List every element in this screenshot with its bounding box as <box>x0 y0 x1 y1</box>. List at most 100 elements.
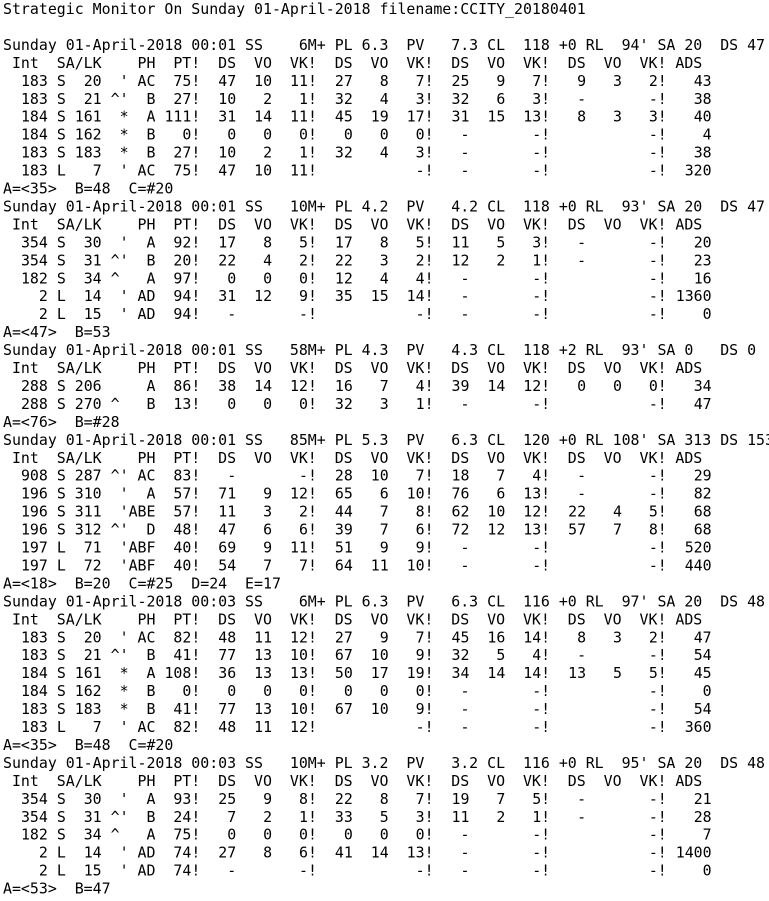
table-cell: 11 <box>452 233 470 251</box>
table-cell: S <box>57 682 66 700</box>
table-cell: -! <box>649 162 667 180</box>
table-cell: 22 <box>568 503 586 521</box>
table-cell: 41! <box>173 646 200 664</box>
table-cell: 8 <box>263 844 272 862</box>
table-cell: 10 <box>254 72 272 90</box>
table-cell: 6 <box>380 485 389 503</box>
table-cell: 7 <box>496 467 505 485</box>
table-cell: ' <box>120 808 129 826</box>
table-cell: S <box>57 503 66 521</box>
table-cell: -! <box>649 826 667 844</box>
table-cell: 196 <box>21 503 48 521</box>
table-cell: - <box>460 162 469 180</box>
table-cell: 21 <box>694 790 712 808</box>
table-cell: - <box>460 144 469 162</box>
table-cell: B <box>147 682 156 700</box>
table-cell: -! <box>532 556 550 574</box>
table-cell: ^ <box>111 646 120 664</box>
table-cell: - <box>460 682 469 700</box>
table-cell: 1! <box>416 395 434 413</box>
table-cell: 27 <box>335 628 353 646</box>
table-cell: 312 <box>75 521 102 539</box>
table-cell: L <box>57 162 66 180</box>
table-cell: 2 <box>39 862 48 880</box>
table-cell: -! <box>649 682 667 700</box>
table-cell: 908 <box>21 467 48 485</box>
table-cell: S <box>57 90 66 108</box>
table-cell: 0! <box>182 682 200 700</box>
table-cell: 27! <box>173 90 200 108</box>
table-cell: 13 <box>568 664 586 682</box>
table-cell: 9 <box>263 485 272 503</box>
table-cell: 10! <box>290 646 317 664</box>
table-cell: 9 <box>380 539 389 557</box>
table-cell: 320 <box>685 162 712 180</box>
table-cell: 27 <box>335 72 353 90</box>
table-cell: * <box>120 108 129 126</box>
table-cell: 38 <box>694 144 712 162</box>
table-cell: 0 <box>263 826 272 844</box>
table-cell: 6 <box>496 90 505 108</box>
table-cell: 4! <box>532 467 550 485</box>
table-cell: 108! <box>164 664 200 682</box>
table-cell: 62 <box>452 503 470 521</box>
table-cell: 1400 <box>676 844 712 862</box>
table-cell: 1! <box>299 144 317 162</box>
table-cell: 2 <box>496 808 505 826</box>
table-cell: 0! <box>416 682 434 700</box>
table-cell: 10 <box>218 144 236 162</box>
table-cell: S <box>57 485 66 503</box>
table-cell: 2! <box>649 628 667 646</box>
table-cell: 40! <box>173 539 200 557</box>
table-cell: -! <box>532 862 550 880</box>
table-cell: L <box>57 844 66 862</box>
table-cell: 354 <box>21 790 48 808</box>
table-cell: 183 <box>21 144 48 162</box>
column-header: Int SA/LK PH PT! DS VO VK! DS VO VK! DS … <box>3 359 702 377</box>
table-cell: A <box>147 377 156 395</box>
table-cell: 39 <box>335 521 353 539</box>
table-cell: 54 <box>218 556 236 574</box>
table-cell: 31 <box>218 287 236 305</box>
table-cell: B <box>147 646 156 664</box>
table-cell: 67 <box>335 646 353 664</box>
table-cell: 183 <box>21 718 48 736</box>
table-cell: -! <box>416 718 434 736</box>
report-title: Strategic Monitor On Sunday 01-April-201… <box>3 0 586 18</box>
table-cell: 24! <box>173 808 200 826</box>
table-cell: 8! <box>649 521 667 539</box>
table-cell: 13 <box>254 646 272 664</box>
table-cell: S <box>57 664 66 682</box>
table-cell: 162 <box>75 682 102 700</box>
table-cell: ' <box>120 503 129 521</box>
table-cell: -! <box>532 305 550 323</box>
table-cell: 82! <box>173 718 200 736</box>
table-cell: - <box>460 287 469 305</box>
table-cell: 10 <box>487 503 505 521</box>
table-cell: 0! <box>299 269 317 287</box>
table-cell: 13! <box>523 108 550 126</box>
table-cell: 1! <box>532 808 550 826</box>
table-cell: 14 <box>254 377 272 395</box>
table-cell: 7 <box>93 162 102 180</box>
table-cell: 12 <box>487 521 505 539</box>
table-cell: L <box>57 305 66 323</box>
table-cell: 0! <box>299 826 317 844</box>
table-cell: 32 <box>452 646 470 664</box>
table-cell: 31 <box>84 251 102 269</box>
table-cell: -! <box>532 126 550 144</box>
table-cell: 71 <box>84 539 102 557</box>
table-cell: 75! <box>173 72 200 90</box>
table-cell: 40 <box>694 108 712 126</box>
table-cell: * <box>120 700 129 718</box>
table-cell: 16 <box>487 628 505 646</box>
table-cell: 25 <box>218 790 236 808</box>
table-cell: 48 <box>218 718 236 736</box>
table-cell: -! <box>649 126 667 144</box>
table-cell: 2 <box>39 305 48 323</box>
table-cell: 183 <box>21 628 48 646</box>
table-cell: 31 <box>218 108 236 126</box>
column-header: Int SA/LK PH PT! DS VO VK! DS VO VK! DS … <box>3 215 702 233</box>
table-cell: 27! <box>173 144 200 162</box>
